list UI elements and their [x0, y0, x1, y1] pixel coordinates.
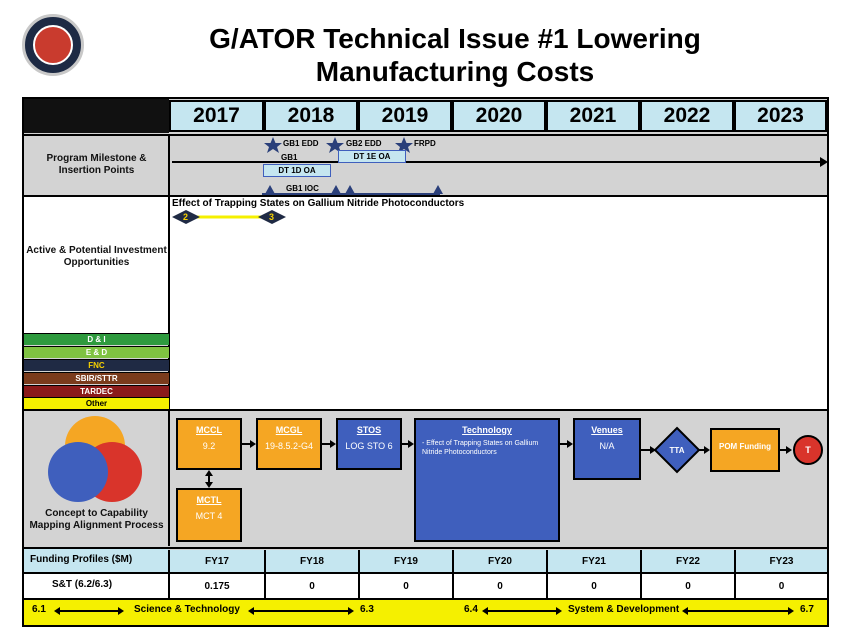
- funding-label-bg: [24, 549, 168, 573]
- page-title: G/ATOR Technical Issue #1 Lowering Manuf…: [209, 23, 701, 87]
- st-value-2022: 0: [640, 574, 734, 598]
- fy-2019: FY19: [358, 550, 452, 572]
- arrowhead-icon: [330, 440, 336, 448]
- phase-6-7: 6.7: [800, 604, 814, 615]
- fy-2020: FY20: [452, 550, 546, 572]
- st-value-2019: 0: [358, 574, 452, 598]
- milestone-gb2-edd: GB2 EDD: [346, 139, 382, 148]
- fy-2021: FY21: [546, 550, 640, 572]
- year-2018: 2018: [264, 100, 358, 132]
- fy-2022: FY22: [640, 550, 734, 572]
- arrowhead-icon: [408, 440, 414, 448]
- venn-circle-blue: [48, 442, 108, 502]
- milestone-gb1: GB1: [281, 153, 298, 162]
- arrowhead-icon: [650, 446, 656, 454]
- mccl-box: MCCL 9.2: [176, 418, 242, 470]
- milestone-dt1e: DT 1E OA: [338, 150, 406, 163]
- mctl-box: MCTL MCT 4: [176, 488, 242, 542]
- concept-row-label: Concept to Capability Mapping Alignment …: [29, 508, 164, 531]
- fy-2023: FY23: [734, 550, 827, 572]
- milestone-row-label: Program Milestone & Insertion Points: [46, 153, 147, 176]
- star-icon: [264, 137, 282, 153]
- row-divider: [24, 572, 827, 574]
- phase-6-1: 6.1: [32, 604, 46, 615]
- organization-seal: [22, 14, 84, 76]
- row-divider: [24, 134, 827, 136]
- st-label: S&T (6.2/6.3): [52, 579, 113, 590]
- effort-title: Effect of Trapping States on Gallium Nit…: [172, 198, 465, 209]
- pom-funding-box: POM Funding: [710, 428, 780, 472]
- category-sbir-sttr: SBIR/STTR: [24, 372, 169, 384]
- triangle-marker-icon: [265, 185, 275, 194]
- timeline-arrowhead: [820, 157, 828, 167]
- triangle-marker-icon: [433, 185, 443, 194]
- arrowhead-icon: [250, 440, 256, 448]
- year-2019: 2019: [358, 100, 452, 132]
- venn-diagram: [48, 416, 142, 502]
- st-value-2021: 0: [546, 574, 640, 598]
- year-2022: 2022: [640, 100, 734, 132]
- diamond-end-icon: [258, 210, 286, 224]
- milestone-dt1d: DT 1D OA: [263, 164, 331, 177]
- category-tardec: TARDEC: [24, 385, 169, 397]
- t-label: T: [805, 445, 811, 455]
- phase-6-3: 6.3: [360, 604, 374, 615]
- year-2017: 2017: [169, 100, 264, 132]
- triangle-marker-icon: [345, 185, 355, 194]
- fy-2017: FY17: [168, 550, 264, 572]
- technology-box: Technology - Effect of Trapping States o…: [414, 418, 560, 542]
- phase-system-development: System & Development: [568, 604, 680, 615]
- category-fnc: FNC: [24, 359, 169, 371]
- tta-diamond-icon: [653, 426, 701, 474]
- investment-area: [170, 197, 827, 409]
- category-e-and-d: E & D: [24, 346, 169, 358]
- triangle-marker-icon: [331, 185, 341, 194]
- arrowhead-icon: [205, 482, 213, 488]
- phase-science-technology: Science & Technology: [134, 604, 240, 615]
- effort-end-label: 3: [269, 212, 275, 222]
- category-other: Other: [24, 397, 169, 409]
- research-phase-bar: [24, 600, 827, 625]
- arrowhead-icon: [786, 446, 792, 454]
- st-value-2018: 0: [264, 574, 358, 598]
- year-2021: 2021: [546, 100, 640, 132]
- year-2020: 2020: [452, 100, 546, 132]
- mcgl-box: MCGL 19-8.5.2-G4: [256, 418, 322, 470]
- milestone-gb1-edd: GB1 EDD: [283, 139, 319, 148]
- fy-2018: FY18: [264, 550, 358, 572]
- header-corner: [24, 99, 169, 133]
- venues-box: Venues N/A: [573, 418, 641, 480]
- arrowhead-icon: [205, 470, 213, 476]
- row-divider: [24, 195, 827, 197]
- investment-row-label: Active & Potential Investment Opportunit…: [26, 245, 167, 268]
- star-icon: [326, 137, 344, 153]
- row-divider: [24, 409, 827, 411]
- star-icon: [395, 137, 413, 153]
- year-2023: 2023: [734, 100, 827, 132]
- investment-label-area: [24, 197, 168, 333]
- diamond-start-icon: [172, 210, 200, 224]
- arrowhead-icon: [704, 446, 710, 454]
- stos-box: STOS LOG STO 6: [336, 418, 402, 470]
- milestone-frpd: FRPD: [414, 139, 436, 148]
- st-value-2023: 0: [734, 574, 827, 598]
- effort-start-label: 2: [183, 212, 189, 222]
- label-column-divider: [168, 134, 170, 546]
- st-value-2020: 0: [452, 574, 546, 598]
- phase-6-4: 6.4: [464, 604, 478, 615]
- milestone-gb1-ioc: GB1 IOC: [286, 184, 319, 193]
- st-value-2017: 0.175: [168, 574, 264, 598]
- effort-timeline: [172, 210, 286, 224]
- st-label-bg: [24, 574, 168, 598]
- category-d-and-i: D & I: [24, 333, 169, 345]
- row-divider: [24, 598, 827, 600]
- funding-profiles-label: Funding Profiles ($M): [30, 554, 133, 565]
- row-divider: [24, 547, 827, 549]
- t-circle-icon: [793, 435, 823, 465]
- arrowhead-icon: [567, 440, 573, 448]
- tta-label: TTA: [669, 446, 685, 455]
